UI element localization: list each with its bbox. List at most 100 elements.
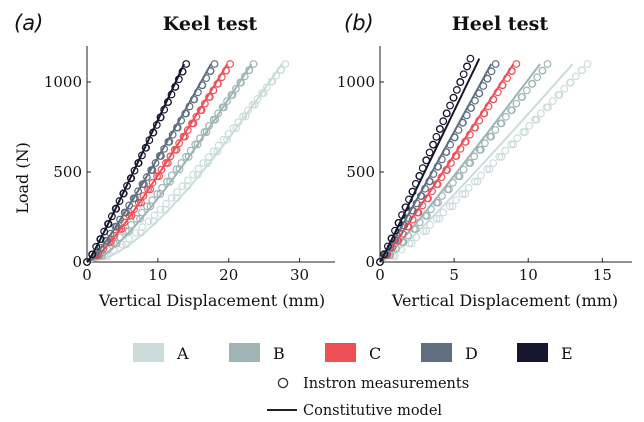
panel-a-point-D [190,95,199,104]
panel-a-point-A [259,89,268,98]
panel-a-point-C [181,132,189,141]
panel-b-point-D [471,96,479,105]
panel-b-point-D [421,184,429,193]
panel-b-point-B [497,119,506,128]
panel-a-point-A [277,65,285,74]
panel-b-point-A [432,214,441,223]
panel-b-point-A [458,190,467,198]
panel-a-point-C [172,145,181,154]
panel-a-point-D [151,159,160,167]
panel-a-point-D [173,123,182,132]
panel-a-point-A [209,147,218,156]
panel-b-point-E [436,125,444,133]
panel-a-point-E [145,136,154,145]
panel-b-point-D [442,148,451,156]
panel-a-point-E [123,181,131,190]
panel-a-point-C [146,185,155,194]
panel-b-point-D [454,126,463,134]
panel-b-point-D [446,140,455,149]
panel-b-point-E [418,164,427,173]
panel-b-point-B [470,152,479,161]
panel-a-point-D [210,60,219,68]
panel-b-point-E [383,242,392,251]
panel-a-point-B [158,183,166,192]
panel-b-point-A [464,183,473,192]
panel-b-y-tick-label: 0 [365,253,375,271]
panel-b-point-A [513,134,522,143]
panel-b-point-C [512,60,521,68]
panel-b-point-C [437,173,446,182]
panel-a-point-D [122,208,130,217]
panel-b-point-A [397,245,406,254]
panel-b-point-E [380,250,389,259]
panel-a-point-E [104,220,113,228]
panel-a-point-A [214,141,223,150]
panel-a-point-B [232,84,240,93]
panel-a-x-tick-label: 10 [148,266,167,284]
panel-b-point-E [401,203,410,212]
panel-b-point-A [566,78,575,87]
panel-a-point-A [144,217,153,226]
panel-a-point-C [166,152,175,161]
panel-b-point-C [471,123,479,132]
panel-b-point-E [391,226,399,235]
panel-a-point-D [134,187,142,196]
panel-b-point-D [412,199,421,208]
panel-a-point-C [175,139,184,148]
panel-b-y-tick-label: 500 [346,163,375,181]
legend-swatches: A B C D E [133,343,573,363]
panel-b-point-A [489,159,498,167]
panel-a-point-B [223,97,231,106]
panel-a-point-C [130,205,139,214]
panel-b-point-C [398,229,407,238]
panel-b-point-E [415,172,424,180]
panel-b-point-B [411,225,420,233]
panel-b-point-B [455,172,464,181]
panel-a-point-A [204,153,213,162]
panel-a-point-A [178,182,187,191]
panel-a-y-tick-label: 500 [53,163,82,181]
panel-a-point-C [110,231,119,240]
panel-a-point-A [118,240,126,249]
panel-b-point-A [497,152,506,161]
panel-b-point-D [483,74,492,83]
panel-b-point-E [422,156,431,165]
panel-b-point-A [473,177,482,186]
panel-a-point-E [92,242,101,251]
panel-b-point-C [424,194,432,203]
panel-a-point-D [177,116,186,125]
panel-b-point-A [407,239,416,248]
panel-b-xlabel: Vertical Displacement (mm) [391,291,618,310]
panel-b-point-A [477,171,485,180]
legend-swatch-C [325,343,356,362]
panel-keel: (a) Keel test Load (N) Vertical Displace… [13,11,335,310]
panel-a-point-A [194,164,203,173]
panel-a-point-B [202,128,211,136]
panel-a-point-C [163,159,172,167]
panel-a-point-A [219,135,228,144]
panel-b-point-A [560,84,569,93]
panel-b-point-C [447,159,455,167]
panel-a-point-D [112,222,121,231]
panel-b-point-E [387,234,396,243]
panel-b-point-C [465,130,474,139]
panel-b-x-tick-label: 5 [449,266,459,284]
panel-a-point-C [226,60,235,68]
panel-b-point-E [411,179,420,188]
panel-b-point-E [429,140,438,149]
panel-b-point-E [442,109,451,118]
panel-a-point-C [155,172,163,181]
panel-a-point-B [237,78,245,87]
panel-a-plot [83,60,290,266]
panel-a-point-D [206,67,215,75]
panel-a-point-B [182,152,190,161]
panel-a-point-D [131,194,139,203]
panel-a-point-A [232,124,241,132]
panel-b-x-tick-label: 0 [375,266,385,284]
panel-a-point-B [148,196,157,205]
panel-a-point-D [116,215,124,224]
panel-b-point-A [521,128,529,136]
panel-b-point-A [445,202,454,211]
panel-a-point-A [149,217,158,226]
panel-a-point-C [127,211,136,220]
